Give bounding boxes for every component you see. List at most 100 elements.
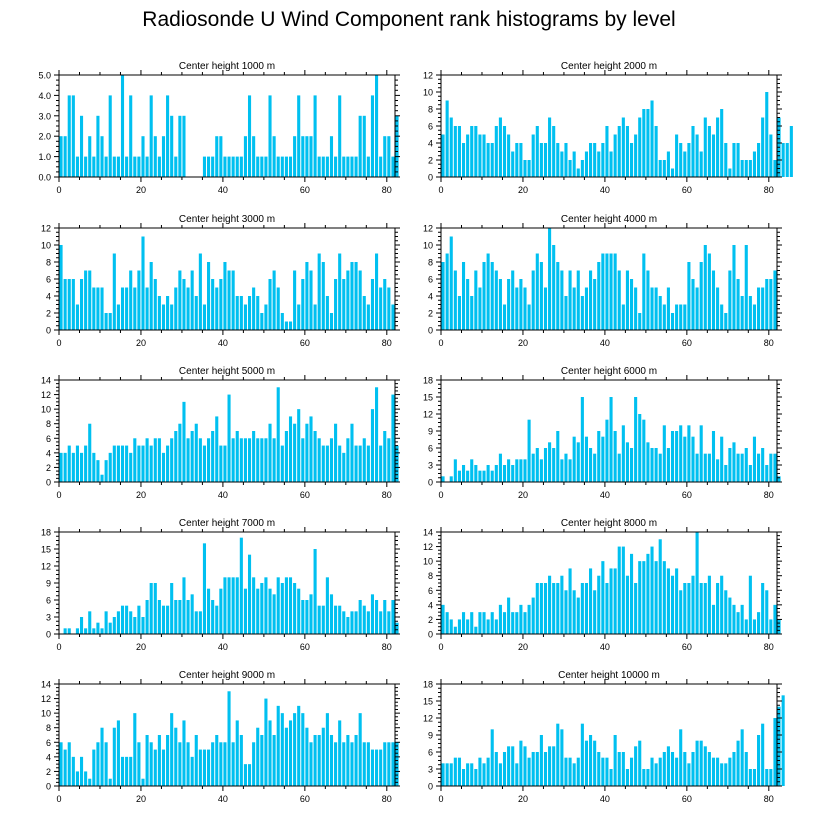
histogram-bar <box>145 156 149 177</box>
histogram-bar <box>662 561 666 634</box>
histogram-bar <box>194 611 198 634</box>
histogram-bar <box>470 126 474 177</box>
y-tick-label: 0 <box>46 478 51 488</box>
histogram-bar <box>247 438 252 482</box>
histogram-bar <box>268 279 272 330</box>
histogram-bar <box>383 431 387 482</box>
histogram-bar <box>366 156 370 177</box>
histogram-bar <box>535 752 539 786</box>
histogram-bar <box>219 279 223 330</box>
histogram-bar <box>280 156 284 177</box>
histogram-bar <box>523 746 527 786</box>
histogram-bar <box>740 453 744 482</box>
histogram-bar <box>239 156 243 177</box>
histogram-bar <box>104 611 108 634</box>
histogram-bar <box>589 143 593 177</box>
histogram-bar <box>243 304 247 330</box>
histogram-bar <box>166 296 170 330</box>
histogram-bar <box>748 769 752 786</box>
histogram-bar <box>264 577 268 634</box>
histogram-bar <box>178 600 182 634</box>
x-tick-label: 80 <box>382 185 392 195</box>
histogram-bar <box>552 448 556 482</box>
histogram-bar <box>329 136 334 177</box>
histogram-bar <box>202 749 207 786</box>
histogram-bar <box>120 445 125 482</box>
histogram-bar <box>288 321 293 330</box>
histogram-bar <box>486 465 490 482</box>
histogram-bar <box>757 453 761 482</box>
histogram-bar <box>260 583 264 634</box>
x-tick-label: 60 <box>300 490 310 500</box>
histogram-bar <box>695 134 699 177</box>
histogram-bar <box>707 575 711 634</box>
histogram-bar <box>276 387 280 482</box>
x-tick-label: 40 <box>218 490 228 500</box>
histogram-bar <box>711 270 716 330</box>
histogram-bar <box>580 397 584 482</box>
histogram-bar <box>625 126 629 177</box>
histogram-bar <box>334 605 338 634</box>
histogram-bar <box>116 156 120 177</box>
histogram-bar <box>724 590 728 634</box>
histogram-bar <box>576 168 580 177</box>
histogram-bar <box>100 136 104 177</box>
histogram-bar <box>194 735 198 786</box>
histogram-bar <box>317 605 321 634</box>
histogram-bar <box>642 769 646 786</box>
histogram-bar <box>711 431 716 482</box>
x-tick-label: 40 <box>600 794 610 804</box>
histogram-bar <box>231 270 235 330</box>
y-tick-label: 12 <box>423 542 433 552</box>
histogram-bar <box>108 778 112 786</box>
histogram-bar <box>662 304 666 330</box>
histogram-bar <box>71 95 75 177</box>
histogram-bar <box>260 735 264 786</box>
histogram-bar <box>293 136 297 177</box>
histogram-bar <box>166 735 170 786</box>
histogram-bar <box>79 115 84 177</box>
histogram-bar <box>383 279 387 330</box>
histogram-bar <box>366 304 370 330</box>
histogram-bar <box>597 752 601 786</box>
histogram-bar <box>280 583 284 634</box>
y-tick-label: 9 <box>428 731 433 741</box>
histogram-bar <box>67 742 71 786</box>
y-tick-label: 2 <box>428 615 433 625</box>
histogram-bar <box>564 453 568 482</box>
histogram-bar <box>297 588 301 634</box>
histogram-bar <box>568 270 572 330</box>
histogram-bar <box>227 270 231 330</box>
histogram-bar <box>223 262 227 330</box>
histogram-bar <box>387 438 391 482</box>
histogram-bar <box>104 742 108 786</box>
histogram-bar <box>494 126 498 177</box>
histogram-bar <box>387 742 391 786</box>
histogram-bar <box>264 698 268 786</box>
histogram-bar <box>556 723 560 786</box>
histogram-bar <box>334 423 338 482</box>
histogram-bar <box>535 583 539 634</box>
panel-1: Center height 1000 m 0.0 1.0 2.0 3.0 4.0 5.0 0 2… <box>38 61 400 195</box>
histogram-bar <box>71 756 75 786</box>
histogram-bar <box>720 109 724 177</box>
histogram-bar <box>761 723 765 786</box>
histogram-bar <box>104 460 108 482</box>
histogram-bar <box>490 612 494 634</box>
histogram-bar <box>621 304 625 330</box>
histogram-bar <box>178 742 182 786</box>
y-tick-label: 12 <box>41 694 51 704</box>
histogram-bar <box>227 577 231 634</box>
histogram-bar <box>141 236 145 330</box>
y-tick-label: 6 <box>46 738 51 748</box>
histogram-bar <box>613 253 617 330</box>
histogram-bar <box>593 143 597 177</box>
histogram-bar <box>297 95 301 177</box>
histogram-bar <box>153 438 157 482</box>
histogram-bar <box>744 448 748 482</box>
histogram-bar <box>342 742 346 786</box>
histogram-bar <box>470 612 474 634</box>
histogram-bar <box>317 438 321 482</box>
histogram-bar <box>552 126 556 177</box>
histogram-bar <box>683 752 687 786</box>
